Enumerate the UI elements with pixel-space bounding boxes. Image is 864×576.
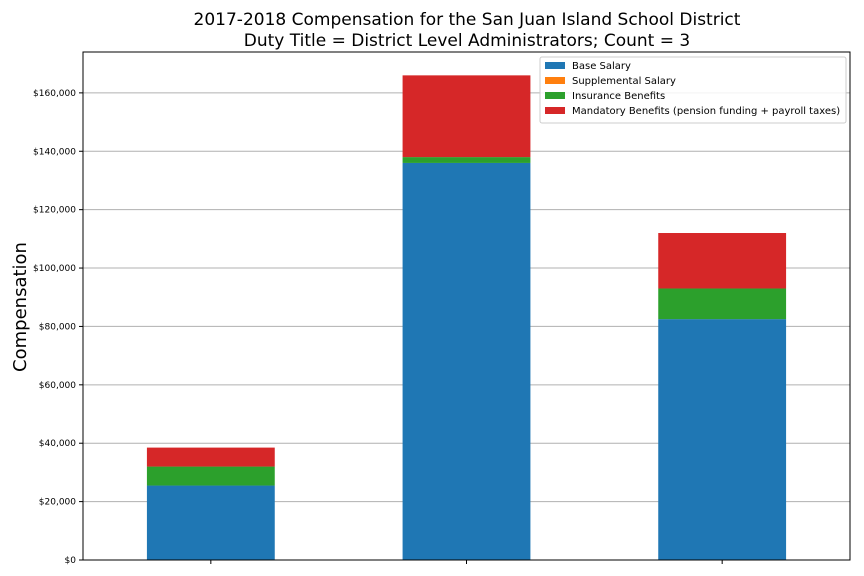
legend-entry: Supplemental Salary [572,76,676,87]
legend-box [539,56,847,124]
y-tick-label: $20,000 [39,498,76,508]
y-tick-label: $100,000 [33,264,76,274]
bar-segment [658,288,787,320]
bar-segment [658,233,787,289]
y-tick-label: $80,000 [39,322,76,332]
legend: Base Salary Supplemental Salary Insurance … [539,56,847,124]
bar-segment [658,319,787,560]
chart-subtitle: Duty Title = District Level Administrato… [244,31,690,51]
chart-title: 2017-2018 Compensation for the San Juan … [194,10,741,30]
bar-segment [146,447,275,467]
y-tick-label: $60,000 [39,381,76,391]
legend-entry: Base Salary [572,61,631,72]
y-tick-label: $120,000 [33,206,76,216]
y-axis-label: Compensation [10,242,31,372]
y-tick-label: $160,000 [33,89,76,99]
bar-segment [402,162,531,560]
legend-entry: Insurance Benefits [572,91,665,102]
bars [146,75,787,560]
legend-swatch [545,92,565,99]
y-tick-label: $40,000 [39,439,76,449]
legend-swatch [545,77,565,84]
y-tick-label: $0 [65,556,77,566]
legend-swatch [545,62,565,69]
axis-ticks: $0 $20,000 $40,000 $60,000 $80,000 $100,000 $1… [33,89,723,566]
legend-entry: Mandatory Benefits (pension funding + pa… [572,106,840,117]
legend-swatch [545,107,565,114]
y-tick-label: $140,000 [33,147,76,157]
bar-segment [146,466,275,486]
bar-segment [146,485,275,560]
bar-segment [402,157,531,163]
bar-segment [402,75,531,158]
